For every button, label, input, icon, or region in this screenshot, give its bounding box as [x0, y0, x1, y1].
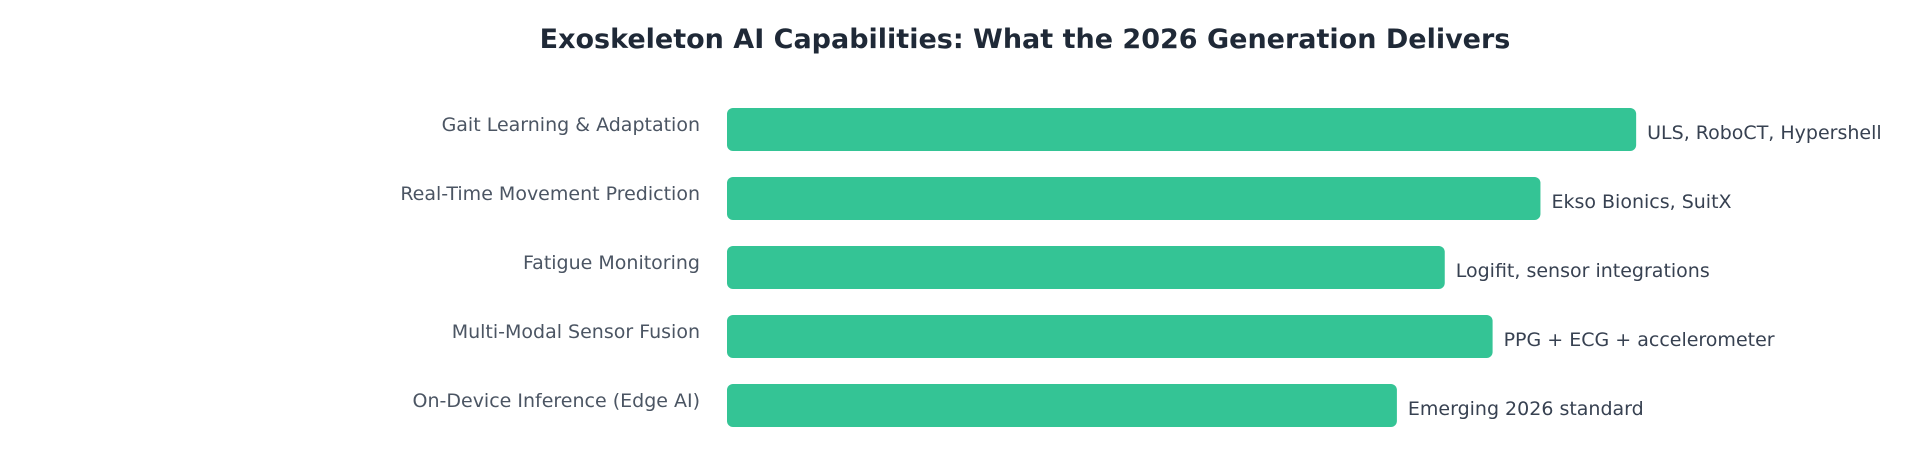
bars [727, 108, 1637, 427]
bar-annotation: Logifit, sensor integrations [1456, 260, 1710, 282]
bar [727, 384, 1397, 427]
chart-title: Exoskeleton AI Capabilities: What the 20… [540, 24, 1511, 55]
category-label: Fatigue Monitoring [523, 252, 700, 274]
bar-annotation: Ekso Bionics, SuitX [1551, 191, 1731, 213]
bar [727, 315, 1493, 358]
bar-annotation: Emerging 2026 standard [1408, 398, 1644, 420]
category-label: Real-Time Movement Prediction [400, 183, 700, 205]
category-label: On-Device Inference (Edge AI) [413, 390, 700, 412]
bar-annotation: ULS, RoboCT, Hypershell [1647, 122, 1882, 144]
bar-annotations: ULS, RoboCT, Hypershell Ekso Bionics, Sui… [1408, 122, 1882, 420]
bar-annotation: PPG + ECG + accelerometer [1504, 329, 1775, 351]
category-label: Multi-Modal Sensor Fusion [452, 321, 700, 343]
bar [727, 108, 1637, 151]
bar [727, 177, 1541, 220]
category-label: Gait Learning & Adaptation [442, 114, 700, 136]
bar [727, 246, 1445, 289]
category-labels: Gait Learning & Adaptation Real-Time Move… [400, 114, 700, 412]
